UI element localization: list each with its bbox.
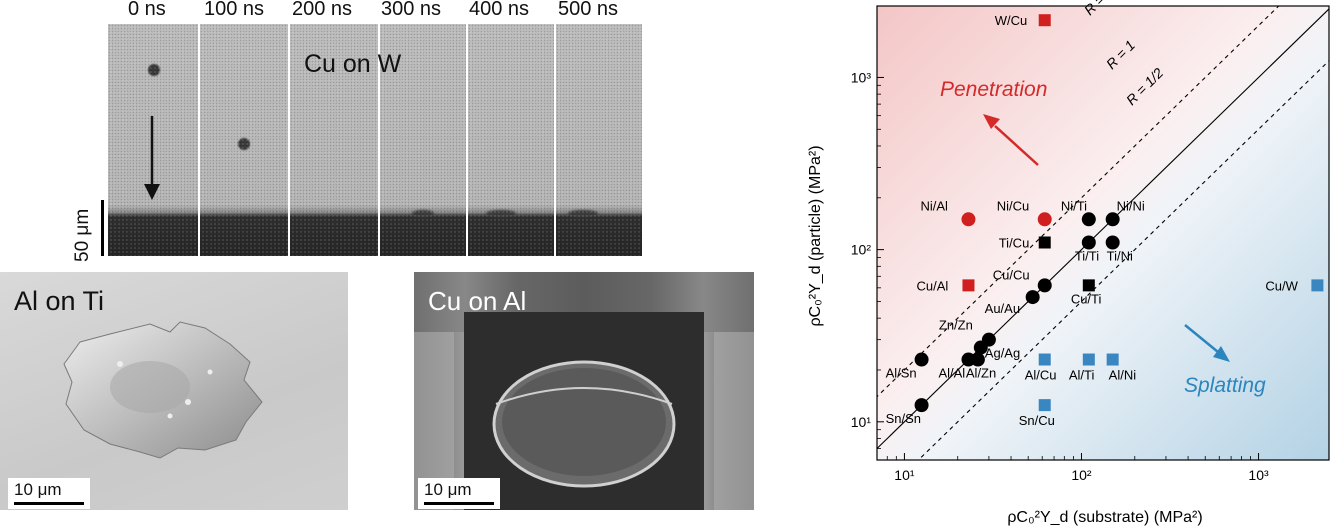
y-axis-label: ρC₀²Y_d (particle) (MPa²) (807, 145, 824, 326)
impact-regime-chart: 10¹ 10¹ 10² 10² 10³ 10³ W/Cu Ni/Al Ni/Cu Cu/Al Ni… (807, 0, 1330, 526)
sem-right-scale: 10 μm (418, 478, 500, 509)
time-label-200: 200 ns (292, 0, 353, 20)
point-sn-sn (914, 398, 929, 413)
frame-400 (468, 24, 554, 256)
time-label-0: 0 ns (128, 0, 166, 20)
point-label-ni-cu: Ni/Cu (997, 198, 1030, 213)
point-al-sn (914, 352, 929, 367)
point-cu-cu (1037, 278, 1052, 293)
penetration-arrow-icon (983, 114, 1039, 166)
point-al-ti (1082, 353, 1095, 366)
point-al-ni (1106, 353, 1119, 366)
point-ni-ti (1081, 212, 1096, 227)
sem-left-title: Al on Ti (14, 286, 105, 316)
point-label-au-au: Au/Au (985, 301, 1020, 316)
cross-section-image (414, 272, 754, 510)
point-sn-cu (1038, 399, 1051, 412)
x-tick-label-3: 10³ (1248, 467, 1269, 483)
frames-title: Cu on W (304, 50, 402, 78)
x-tick-label-2: 10² (1071, 467, 1092, 483)
sem-left-scale-label: 10 μm (14, 480, 62, 499)
point-label-al-zn: Al/Zn (966, 366, 996, 381)
point-w-cu (1038, 14, 1051, 27)
sem-left-scale: 10 μm (8, 478, 90, 509)
point-cu-al (962, 279, 975, 292)
point-ni-ni (1105, 212, 1120, 227)
x-tick-label-1: 10¹ (894, 467, 915, 483)
point-label-al-ti: Al/Ti (1069, 368, 1095, 383)
point-al-al (961, 352, 976, 367)
point-label-sn-cu: Sn/Cu (1019, 413, 1055, 428)
point-label-al-sn: Al/Sn (886, 366, 917, 381)
point-label-sn-sn: Sn/Sn (886, 411, 921, 426)
time-label-300: 300 ns (381, 0, 442, 20)
sem-right-title: Cu on Al (428, 286, 527, 316)
point-label-ni-ni: Ni/Ni (1117, 198, 1145, 213)
point-label-ag-ag: Ag/Ag (985, 346, 1020, 361)
point-label-ti-cu: Ti/Cu (999, 235, 1030, 250)
point-ti-ti (1081, 235, 1096, 250)
y-tick-label-1: 10¹ (851, 414, 872, 430)
y-tick-label-3: 10³ (851, 69, 872, 85)
splat-image (63, 321, 263, 459)
point-label-cu-ti: Cu/Ti (1071, 291, 1102, 306)
frames-scale-bar (101, 200, 104, 256)
point-ni-al (961, 212, 976, 227)
point-label-cu-cu: Cu/Cu (993, 267, 1030, 282)
point-cu-w (1311, 279, 1324, 292)
splatting-arrow-icon (1184, 324, 1230, 362)
region-penetration-label: Penetration (940, 78, 1047, 101)
point-label-cu-w: Cu/W (1265, 278, 1298, 293)
frames-scale-label: 50 μm (72, 208, 93, 262)
point-ti-cu (1038, 236, 1051, 249)
point-label-al-ni: Al/Ni (1109, 368, 1137, 383)
point-label-al-al: Al/Al (938, 366, 965, 381)
point-label-ni-al: Ni/Al (920, 198, 948, 213)
y-tick-label-2: 10² (851, 242, 872, 258)
time-label-100: 100 ns (204, 0, 265, 20)
frame-100 (200, 24, 288, 256)
point-label-ti-ni: Ti/Ni (1107, 248, 1133, 263)
point-au-au (1025, 290, 1040, 305)
frame-500 (556, 24, 642, 256)
point-ag-ag (973, 340, 988, 355)
x-axis-label: ρC₀²Y_d (substrate) (MPa²) (1007, 509, 1202, 526)
point-label-al-cu: Al/Cu (1025, 368, 1057, 383)
region-splatting-label: Splatting (1184, 374, 1266, 397)
sem-right-scale-label: 10 μm (424, 480, 472, 499)
point-label-cu-al: Cu/Al (916, 278, 948, 293)
point-al-cu (1038, 353, 1051, 366)
point-label-ni-ti: Ni/Ti (1061, 198, 1087, 213)
point-label-w-cu: W/Cu (995, 13, 1027, 28)
time-label-400: 400 ns (469, 0, 530, 20)
plot-frame (876, 5, 1330, 461)
down-arrow-icon (144, 116, 160, 200)
reference-line-3 (917, 59, 1329, 460)
sem-panel-al-on-ti: Al on Ti 10 μm (0, 272, 348, 510)
frame-200 (290, 24, 378, 256)
time-label-500: 500 ns (558, 0, 619, 20)
point-label-zn-zn: Zn/Zn (939, 318, 973, 333)
frame-300 (380, 24, 466, 256)
point-ni-cu (1037, 212, 1052, 227)
point-label-ti-ti: Ti/Ti (1075, 248, 1099, 263)
point-ti-ni (1105, 235, 1120, 250)
point-cu-ti (1082, 279, 1095, 292)
sem-panel-cu-on-al: Cu on Al 10 μm (414, 272, 754, 510)
